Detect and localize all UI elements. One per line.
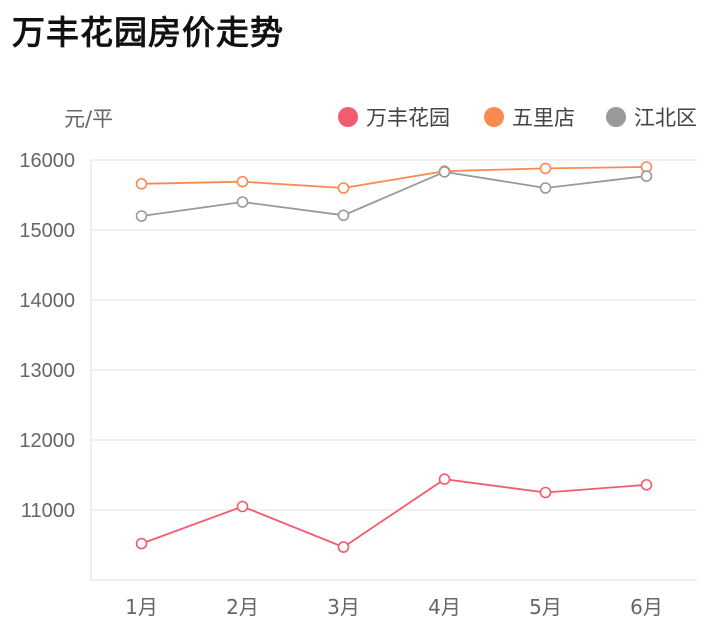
data-point: [135, 537, 148, 550]
chart-title: 万丰花园房价走势: [12, 13, 284, 52]
legend-item-wulidian[interactable]: 五里店: [484, 102, 575, 132]
legend-marker-jiangbei: [606, 107, 626, 127]
data-point: [236, 500, 249, 513]
data-point: [135, 178, 148, 190]
x-tick-label: 1月: [125, 595, 158, 619]
x-tick-label: 3月: [327, 595, 360, 619]
legend-label-wanfeng: 万丰花园: [366, 106, 450, 130]
legend-marker-wanfeng: [338, 107, 358, 127]
x-tick-label: 6月: [630, 595, 663, 619]
data-point: [640, 170, 653, 182]
data-point: [337, 541, 350, 553]
legend-marker-wulidian: [484, 107, 504, 127]
data-point: [337, 209, 350, 222]
data-point: [438, 166, 451, 178]
x-tick-label: 4月: [428, 595, 461, 619]
y-tick-label: 13000: [19, 360, 75, 382]
data-point: [640, 478, 653, 491]
legend-label-jiangbei: 江北区: [634, 106, 697, 130]
y-tick-label: 14000: [19, 290, 75, 312]
y-tick-label: 16000: [19, 150, 75, 172]
y-tick-label: 15000: [19, 220, 75, 242]
series-line: [141, 170, 647, 217]
data-point: [539, 182, 552, 194]
x-tick-label: 2月: [226, 595, 259, 619]
series-line: [141, 166, 647, 189]
data-point: [539, 162, 552, 175]
y-axis-unit-label: 元/平: [64, 107, 114, 131]
data-point: [135, 210, 148, 222]
data-point: [236, 196, 249, 208]
y-tick-label: 12000: [19, 430, 75, 452]
x-tick-label: 5月: [529, 595, 562, 619]
legend-label-wulidian: 五里店: [512, 106, 575, 130]
legend-item-jiangbei[interactable]: 江北区: [606, 102, 697, 132]
data-point: [337, 182, 350, 194]
legend-item-wanfeng[interactable]: 万丰花园: [338, 102, 450, 132]
series-line: [141, 478, 647, 549]
data-point: [539, 486, 552, 499]
data-point: [438, 473, 451, 486]
y-tick-label: 11000: [21, 500, 75, 522]
data-point: [236, 175, 249, 188]
